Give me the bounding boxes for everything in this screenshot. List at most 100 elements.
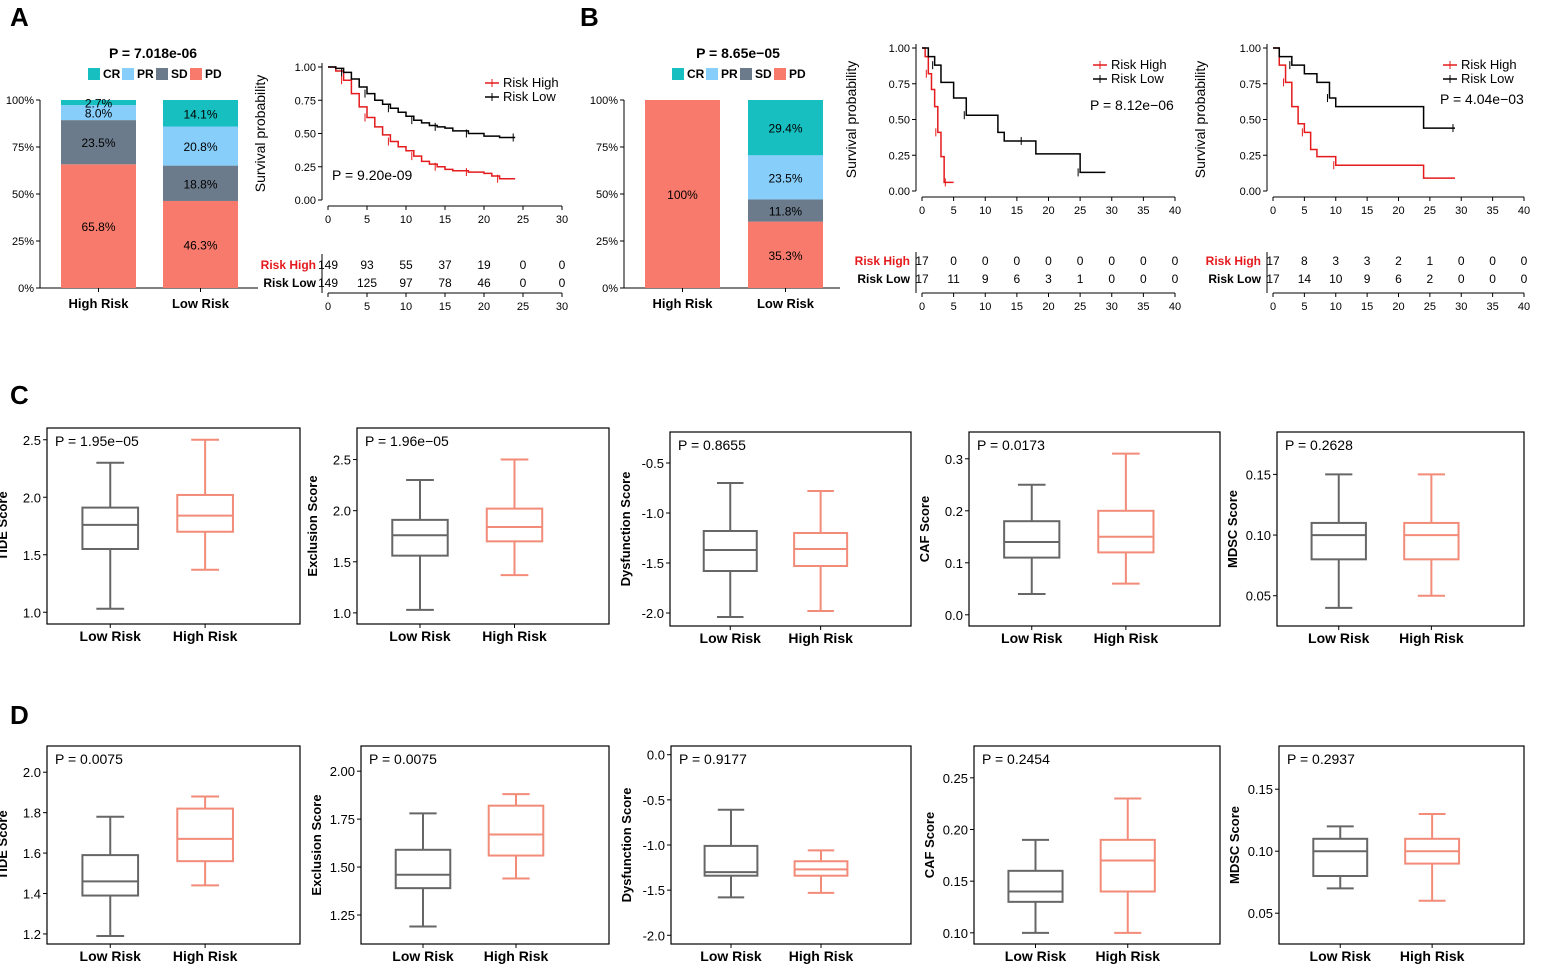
panel-label-B: B — [580, 2, 599, 32]
risk-table-cell: 55 — [399, 258, 413, 272]
legend-label-pd: PD — [789, 67, 806, 81]
y-axis-title: TIDE Score — [0, 491, 10, 560]
x-tick-label: 15 — [1361, 301, 1373, 313]
x-tick-label: Low Risk — [757, 296, 815, 311]
D4-boxplot: 0.10 0.15 0.20 0.25 CAF Score P = 0.2454 Low R… — [922, 745, 1221, 964]
x-tick-label: 0 — [1270, 301, 1276, 313]
B-km2-km-chart: Survival probability 0.00 0.25 0.50 0.75 1.00… — [1192, 43, 1530, 313]
y-tick-label: 0.50 — [889, 115, 910, 127]
legend-swatch-pr — [122, 68, 134, 80]
panel-label-D: D — [10, 700, 29, 730]
risk-table-cell: 19 — [477, 258, 491, 272]
y-tick-label: 1.0 — [23, 605, 41, 620]
risk-table-cell: 0 — [950, 254, 957, 268]
risk-table-cell: 0 — [982, 254, 989, 268]
D3-boxplot: -2.0 -1.5 -1.0 -0.5 0.0 Dysfunction Score P = … — [619, 745, 912, 964]
plot-frame — [968, 431, 1221, 627]
box-iqr — [703, 844, 759, 877]
x-tick-label: Low Risk — [80, 628, 142, 644]
risk-table-cell: 0 — [520, 258, 527, 272]
p-value: P = 0.9177 — [679, 751, 747, 767]
risk-table-row-label: Risk Low — [857, 272, 910, 286]
x-tick-label: High Risk — [69, 296, 130, 311]
y-tick-label: 1.5 — [333, 555, 351, 570]
y-axis-title: MDSC Score — [1227, 806, 1242, 884]
km-curve-risk-low — [922, 47, 1106, 174]
D1-boxplot: 1.2 1.4 1.6 1.8 2.0 TIDE Score P = 0.0075 Low R… — [0, 745, 301, 964]
risk-table-cell: 3 — [1364, 254, 1371, 268]
x-tick-label: Low Risk — [1310, 948, 1372, 964]
data-label: 46.3% — [183, 238, 217, 252]
x-tick-label: 15 — [439, 301, 451, 313]
legend-swatch-pd — [190, 68, 202, 80]
risk-table-cell: 1 — [1077, 272, 1084, 286]
box-high-risk — [487, 793, 545, 880]
bar-segment-sd — [61, 120, 136, 165]
risk-table-cell: 0 — [1045, 254, 1052, 268]
risk-table-cell: 2 — [1395, 254, 1402, 268]
y-tick-label: 0.25 — [1240, 150, 1261, 162]
y-tick-label: 0.75 — [1240, 79, 1261, 91]
x-tick-label: High Risk — [1400, 948, 1465, 964]
box-high-risk — [176, 795, 234, 887]
box-iqr — [1097, 509, 1155, 554]
risk-table-cell: 0 — [1108, 254, 1115, 268]
box-low-risk — [1310, 473, 1367, 609]
x-tick-label: 30 — [556, 214, 568, 226]
bar-segment-pr — [61, 105, 136, 121]
y-axis-title: Exclusion Score — [305, 475, 320, 576]
y-axis-title: Survival probability — [843, 61, 859, 179]
bar-segment-pd — [748, 221, 823, 288]
y-tick-label: 0.0 — [945, 608, 963, 623]
x-tick-label: 40 — [1518, 205, 1530, 217]
x-tick-label: High Risk — [173, 628, 238, 644]
x-tick-label: 15 — [1011, 205, 1023, 217]
risk-table-cell: 149 — [318, 258, 338, 272]
x-tick-label: 20 — [1042, 205, 1054, 217]
x-tick-label: 40 — [1169, 301, 1181, 313]
y-tick-label: 1.25 — [330, 908, 355, 923]
box-iqr — [1403, 521, 1460, 561]
y-tick-label: 50% — [12, 189, 34, 201]
risk-table-cell: 0 — [1140, 254, 1147, 268]
risk-table-cell: 11 — [947, 272, 960, 286]
y-tick-label: 25% — [12, 236, 34, 248]
box-high-risk — [1099, 797, 1156, 934]
y-tick-label: 0% — [18, 283, 34, 295]
y-tick-label: -1.5 — [643, 883, 665, 898]
x-tick-label: High Risk — [482, 628, 547, 644]
box-iqr — [1007, 869, 1064, 903]
y-tick-label: -1.5 — [642, 556, 664, 571]
legend-swatch-sd — [740, 68, 752, 80]
data-label: 18.8% — [183, 177, 217, 191]
x-tick-label: 30 — [1455, 301, 1467, 313]
x-tick-label: 35 — [1487, 301, 1499, 313]
box-high-risk — [793, 849, 849, 894]
y-tick-label: -0.5 — [642, 456, 664, 471]
plot-frame — [46, 427, 301, 625]
p-value: P = 0.2937 — [1287, 751, 1355, 767]
C5-boxplot: 0.05 0.10 0.15 MDSC Score P = 0.2628 Low Risk… — [1225, 431, 1525, 646]
x-tick-label: 30 — [556, 301, 568, 313]
box-low-risk — [702, 482, 758, 618]
risk-table-cell: 0 — [1489, 272, 1496, 286]
risk-table-cell: 0 — [1140, 272, 1147, 286]
box-low-risk — [81, 815, 140, 937]
legend-label: Risk High — [1461, 57, 1517, 72]
x-tick-label: 10 — [400, 214, 412, 226]
y-tick-label: 1.50 — [330, 860, 355, 875]
x-tick-label: Low Risk — [80, 948, 142, 964]
box-iqr — [487, 804, 545, 857]
y-tick-label: 75% — [12, 142, 34, 154]
y-tick-label: 1.2 — [23, 927, 41, 942]
box-low-risk — [1003, 483, 1061, 595]
x-tick-label: High Risk — [789, 948, 854, 964]
legend-swatch-sd — [156, 68, 168, 80]
x-tick-label: 5 — [951, 301, 957, 313]
plot-frame — [356, 427, 610, 625]
plot-frame — [1278, 745, 1525, 945]
chart-title: P = 7.018e-06 — [109, 45, 197, 61]
risk-table-cell: 0 — [1521, 254, 1528, 268]
y-tick-label: 0.75 — [889, 79, 910, 91]
